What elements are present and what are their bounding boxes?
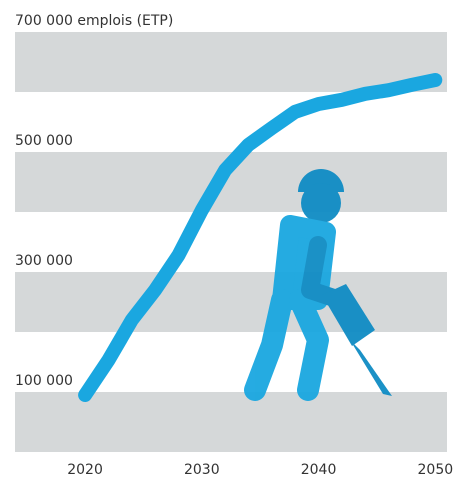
band [15, 32, 447, 92]
y-tick-label: 100 000 [15, 373, 73, 389]
x-tick-label: 2020 [67, 462, 103, 478]
y-tick-label: 700 000 emplois (ETP) [15, 13, 173, 29]
x-tick-label: 2050 [418, 462, 454, 478]
worker-icon [244, 169, 392, 401]
x-tick-label: 2040 [301, 462, 337, 478]
y-tick-label: 300 000 [15, 253, 73, 269]
line [78, 73, 443, 402]
band [15, 272, 447, 332]
y-tick-label: 500 000 [15, 133, 73, 149]
x-tick-label: 2030 [184, 462, 220, 478]
band [15, 392, 447, 452]
